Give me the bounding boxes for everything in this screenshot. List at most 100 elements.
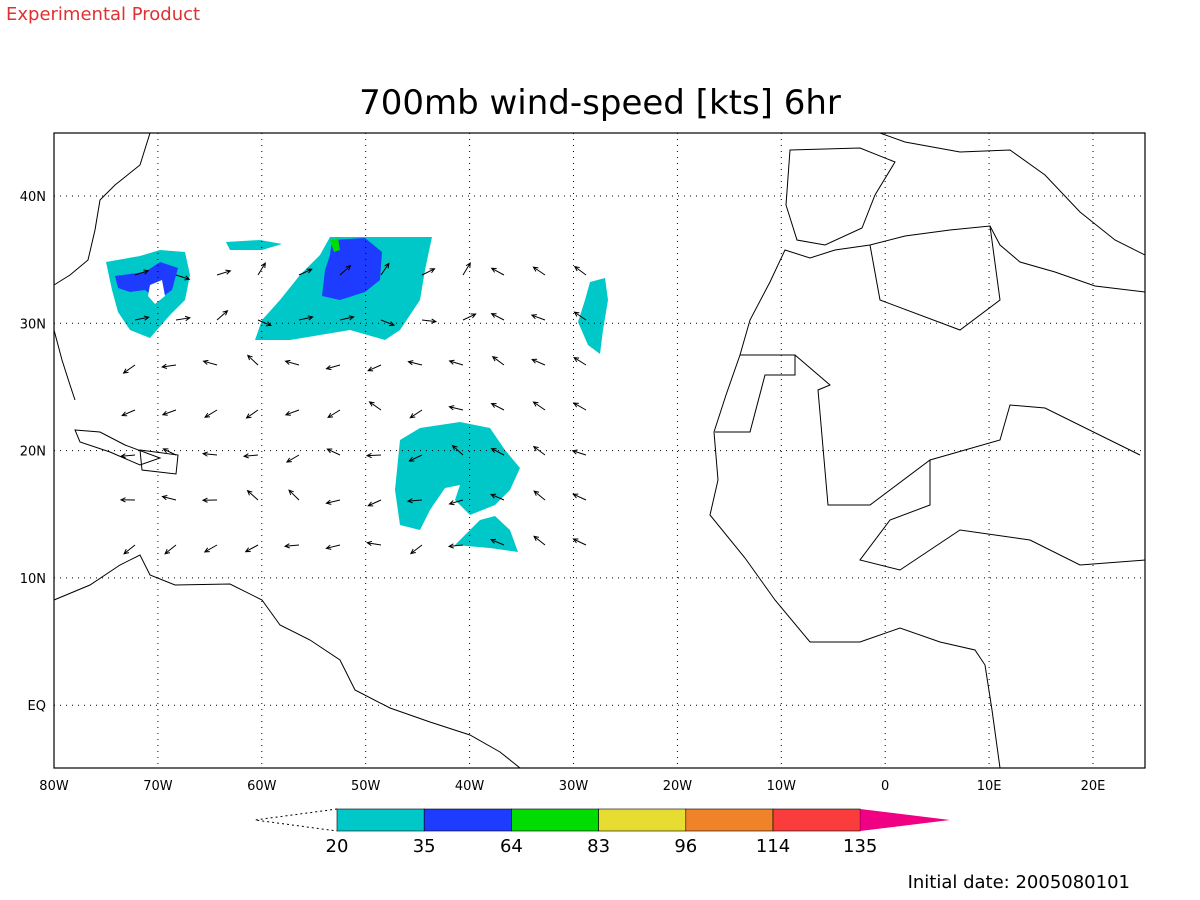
wind-arrow [368,401,382,411]
shade-area [395,422,520,530]
colorbar-label: 20 [326,836,349,857]
border [715,354,796,433]
wind-arrow [216,269,232,276]
x-tick-label: 30W [559,779,589,794]
shade-area [226,240,282,250]
wind-arrow [533,490,546,501]
wind-arrow [447,543,464,549]
y-tick-label: EQ [28,699,46,714]
wind-arrow [203,544,218,553]
wind-arrow [490,538,505,546]
colorbar-under [254,808,338,832]
wind-arrows [119,262,587,555]
x-tick-label: 70W [143,779,173,794]
shade-area [106,250,190,338]
wind-arrow [201,451,218,457]
y-tick-label: 30N [20,317,46,332]
map-frame [53,132,1146,769]
colorbar-box [423,808,512,832]
shade-hole [148,280,165,304]
x-tick-label: 20W [663,779,693,794]
wind-arrow [246,354,259,366]
x-tick-label: 60W [247,779,277,794]
island [139,449,179,475]
wind-arrow [245,409,259,419]
colorbar-label: 96 [674,836,697,857]
wind-arrow [119,497,136,503]
wind-arrow [367,499,382,507]
wind-arrow [161,495,177,501]
map [53,132,1146,769]
colorbar: 20 35 64 83 96 114 135 [254,808,950,857]
wind-arrow [134,269,150,276]
wind-arrow [448,499,464,506]
coastline [53,554,522,769]
shade-area [455,516,518,552]
wind-arrow [421,268,436,276]
colorbar-label: 35 [413,836,436,857]
wind-arrow [325,499,341,505]
wind-arrow [380,262,390,276]
wind-arrow [448,405,464,411]
wind-arrow [407,360,423,366]
wind-arrow [326,448,341,456]
coastline [709,225,1146,769]
wind-arrow [325,364,341,371]
wind-arrow [409,409,423,419]
wind-arrow [288,489,300,501]
y-tick-label: 10N [20,572,46,587]
initial-date: Initial date: 2005080101 [908,872,1130,893]
x-tick-label: 10W [767,779,797,794]
wind-arrow [339,264,352,276]
wind-arrow [242,453,259,459]
border [859,460,1146,571]
wind-arrow [462,262,471,276]
coastline [53,132,151,286]
wind-arrow [257,262,266,276]
wind-arrow [366,540,382,546]
wind-arrow [572,402,587,411]
wind-arrow [532,401,546,411]
wind-arrow [531,358,546,366]
wind-arrow [491,356,505,366]
wind-arrow [462,313,477,321]
wind-arrow [451,444,464,456]
wind-arrow [244,544,259,553]
colorbar-label: 64 [500,836,523,857]
wind-arrow [532,445,546,456]
wind-arrow [490,267,505,276]
wind-arrow [530,314,546,321]
wind-arrow [216,309,229,321]
wind-arrow [490,448,505,456]
coastline [53,329,76,401]
wind-arrow [572,538,587,546]
wind-arrow [204,409,218,418]
wind-arrow [123,544,136,555]
wind-arrow [406,498,423,504]
wind-arrow [533,535,546,546]
x-tick-label: 40W [455,779,485,794]
wind-arrow [380,319,396,327]
wind-arrow [257,319,272,327]
wind-arrow [162,448,177,456]
wind-arrow [122,364,136,374]
wind-arrow [283,543,300,549]
coastline [785,147,896,246]
x-tick-label: 50W [351,779,381,794]
wind-arrow [490,402,505,411]
wind-arrow [339,315,355,321]
wind-arrow [134,315,150,321]
coastline [879,132,1146,256]
wind-arrow [365,452,382,459]
wind-arrow [573,311,587,321]
wind-arrow [201,497,218,503]
wind-arrow [161,363,177,369]
colorbar-box [772,808,861,832]
x-tick-label: 80W [39,779,69,794]
wind-arrow [202,359,218,366]
axis-labels: 80W 70W 60W 50W 40W 30W 20W 10W 0 10E 20E 40N 30N 20N… [20,190,1106,794]
y-tick-label: 40N [20,190,46,205]
experimental-label: Experimental Product [6,4,200,25]
colorbar-label: 114 [756,836,790,857]
x-tick-label: 0 [881,779,889,794]
